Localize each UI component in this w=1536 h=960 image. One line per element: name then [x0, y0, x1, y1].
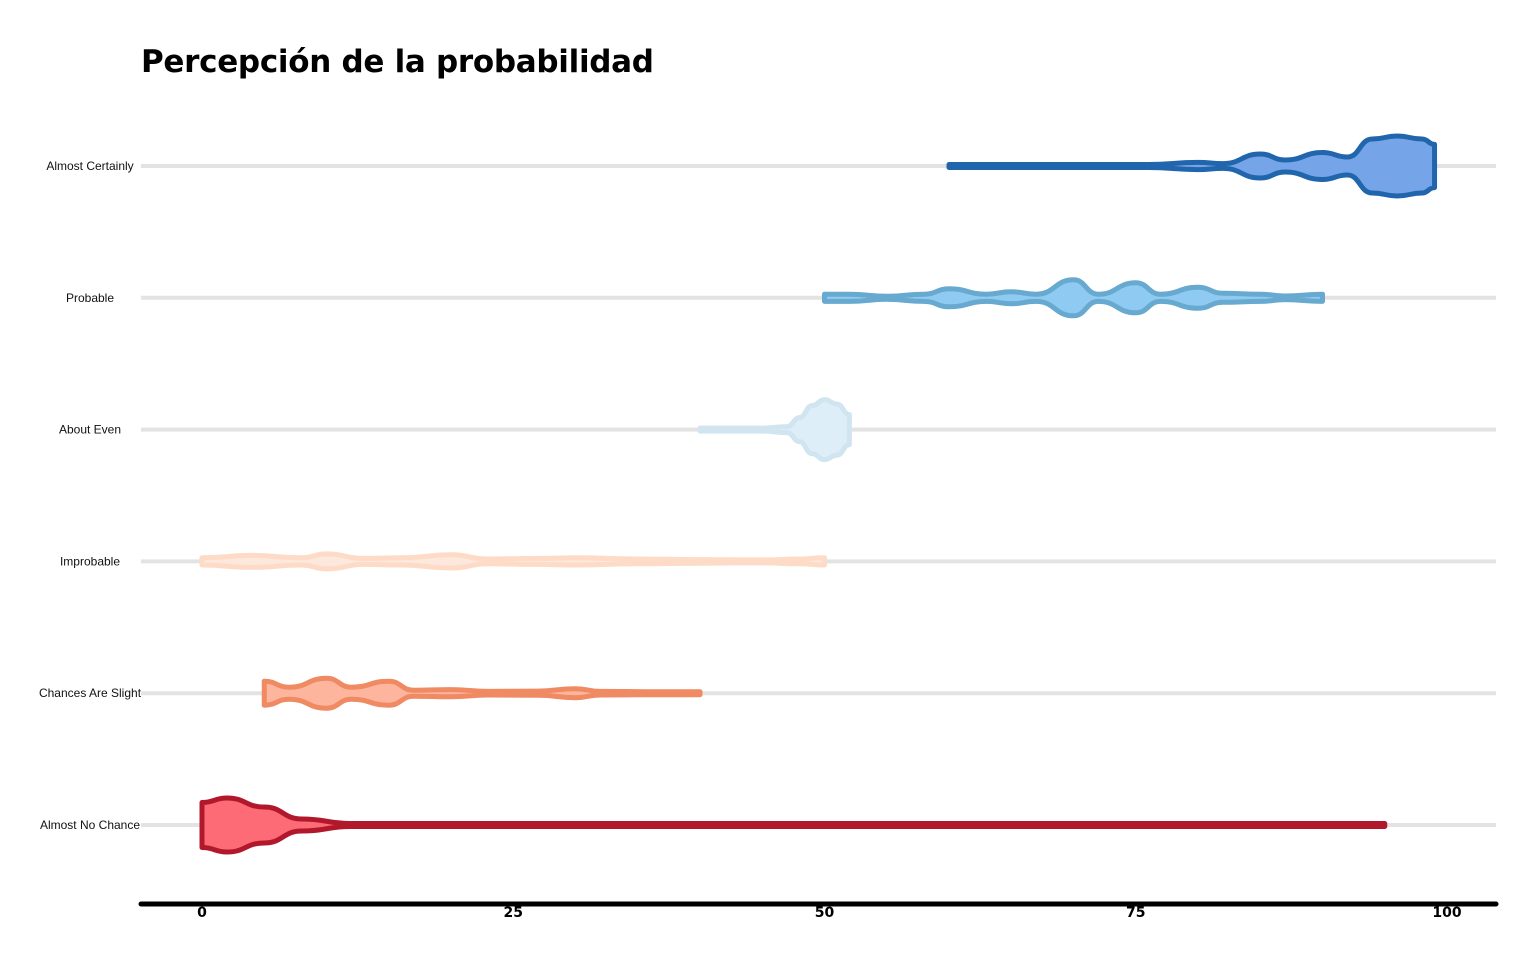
category-label-almost-certainly: Almost Certainly	[46, 159, 133, 173]
category-label-almost-no-chance: Almost No Chance	[40, 818, 140, 832]
x-tick-label-25: 25	[504, 905, 523, 921]
gridlines	[141, 164, 1496, 827]
category-label-about-even: About Even	[59, 423, 121, 437]
violin-chances-are-slight	[261, 675, 703, 711]
x-tick-label-100: 100	[1432, 905, 1461, 921]
category-label-probable: Probable	[66, 291, 114, 305]
violin-probable	[822, 277, 1325, 319]
category-labels: Almost Certainly Probable About Even Improb…	[39, 159, 142, 832]
x-tick-label-50: 50	[815, 905, 835, 921]
violin-about-even	[697, 397, 852, 463]
violin-almost-certainly	[946, 133, 1438, 199]
x-tick-label-0: 0	[197, 905, 207, 921]
x-axis-ticks: 0 25 50 75 100	[197, 905, 1462, 921]
violin-almost-no-chance	[199, 795, 1388, 855]
category-label-improbable: Improbable	[60, 554, 120, 568]
violin-improbable	[199, 551, 827, 572]
violins	[199, 133, 1438, 855]
x-tick-label-75: 75	[1126, 905, 1145, 921]
category-label-chances-are-slight: Chances Are Slight	[39, 686, 142, 700]
chart-title: Percepción de la probabilidad	[141, 44, 654, 80]
